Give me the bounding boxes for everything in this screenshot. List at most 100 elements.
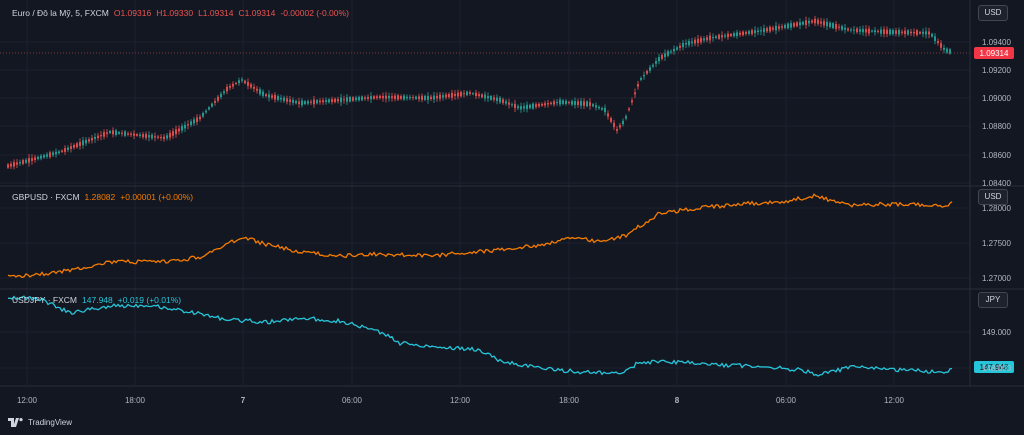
candle-body bbox=[550, 102, 552, 104]
candle-body bbox=[412, 97, 414, 99]
candle-body bbox=[823, 21, 825, 26]
candle-body bbox=[613, 122, 615, 128]
candle-body bbox=[916, 30, 918, 36]
candle-body bbox=[82, 140, 84, 146]
candle-body bbox=[187, 124, 189, 126]
tradingview-logo[interactable]: TradingView bbox=[8, 418, 72, 427]
candle-body bbox=[535, 104, 537, 107]
candle-body bbox=[124, 131, 126, 136]
time-tick-label: 7 bbox=[241, 396, 246, 405]
candle-body bbox=[253, 86, 255, 89]
candle-body bbox=[727, 33, 729, 38]
candle-body bbox=[814, 18, 816, 24]
candle-body bbox=[943, 47, 945, 50]
usdjpy-currency-button[interactable]: JPY bbox=[978, 292, 1008, 308]
candle-body bbox=[898, 29, 900, 35]
candle-body bbox=[463, 93, 465, 95]
candle-body bbox=[289, 99, 291, 102]
eurusd-open: O1.09316 bbox=[113, 8, 152, 18]
candle-body bbox=[562, 100, 564, 104]
usdjpy-line bbox=[7, 295, 953, 377]
eurusd-high: H1.09330 bbox=[156, 8, 194, 18]
candle-body bbox=[355, 97, 357, 101]
candle-body bbox=[52, 152, 54, 156]
candle-body bbox=[628, 108, 630, 111]
last-price-badge bbox=[974, 47, 1014, 59]
usdjpy-last-price-text: 147.948 bbox=[980, 363, 1009, 372]
candle-body bbox=[877, 30, 879, 32]
candle-body bbox=[868, 28, 870, 34]
candle-body bbox=[808, 20, 810, 24]
candle-body bbox=[217, 96, 219, 101]
candle-body bbox=[13, 162, 15, 167]
candle-body bbox=[859, 29, 861, 32]
candle-body bbox=[523, 106, 525, 109]
candle-body bbox=[445, 94, 447, 98]
candle-body bbox=[196, 117, 198, 122]
candle-body bbox=[16, 162, 18, 165]
candle-body bbox=[274, 94, 276, 100]
candle-body bbox=[706, 37, 708, 41]
eurusd-legend[interactable]: Euro / Đô la Mỹ, 5, FXCM O1.09316 H1.09330… bbox=[12, 8, 354, 18]
candle-body bbox=[184, 124, 186, 129]
candle-body bbox=[244, 80, 246, 84]
candle-body bbox=[853, 29, 855, 31]
candle-body bbox=[541, 103, 543, 106]
candle-body bbox=[901, 31, 903, 33]
gbpusd-legend[interactable]: GBPUSD · FXCM 1.28082 +0.00001 (+0.00%) bbox=[12, 192, 198, 202]
candle-body bbox=[424, 95, 426, 100]
eurusd-close: C1.09314 bbox=[238, 8, 276, 18]
candle-body bbox=[619, 125, 621, 128]
candle-body bbox=[643, 74, 645, 77]
candle-body bbox=[586, 101, 588, 107]
candle-body bbox=[58, 151, 60, 154]
candle-body bbox=[508, 102, 510, 105]
candle-body bbox=[73, 145, 75, 148]
candle-body bbox=[511, 104, 513, 106]
gbpusd-currency-button[interactable]: USD bbox=[978, 189, 1008, 205]
candle-body bbox=[193, 119, 195, 124]
candle-body bbox=[178, 128, 180, 132]
candle-body bbox=[430, 96, 432, 99]
candle-body bbox=[913, 31, 915, 34]
candle-body bbox=[826, 21, 828, 27]
candle-body bbox=[346, 97, 348, 102]
candle-body bbox=[580, 101, 582, 106]
candle-body bbox=[487, 96, 489, 99]
candle-body bbox=[850, 29, 852, 31]
candle-body bbox=[34, 157, 36, 161]
gbpusd-line bbox=[7, 193, 953, 279]
time-axis[interactable]: 12:00 18:00 7 06:00 12:00 18:00 8 06:00 12:00 bbox=[17, 396, 905, 405]
candle-body bbox=[532, 103, 534, 109]
candle-body bbox=[448, 94, 450, 98]
price-tick-label: 1.09000 bbox=[982, 94, 1011, 103]
candle-body bbox=[37, 156, 39, 159]
gbpusd-change: +0.00001 (+0.00%) bbox=[120, 192, 194, 202]
usdjpy-legend[interactable]: USDJPY · FXCM 147.948 +0.019 (+0.01%) bbox=[12, 295, 186, 305]
candle-body bbox=[292, 99, 294, 103]
candle-body bbox=[298, 101, 300, 105]
candle-body bbox=[28, 157, 30, 163]
candle-body bbox=[97, 135, 99, 139]
candle-body bbox=[910, 31, 912, 34]
candle-body bbox=[472, 93, 474, 95]
candle-body bbox=[559, 99, 561, 105]
eurusd-currency-button[interactable]: USD bbox=[978, 5, 1008, 21]
candle-body bbox=[364, 97, 366, 99]
candle-body bbox=[931, 33, 933, 37]
candle-body bbox=[169, 132, 171, 138]
candle-body bbox=[247, 81, 249, 86]
candle-body bbox=[757, 30, 759, 33]
time-tick-label: 18:00 bbox=[125, 396, 146, 405]
candle-body bbox=[31, 158, 33, 161]
candle-body bbox=[520, 106, 522, 110]
price-axis[interactable]: 1.09400 1.09200 1.09000 1.08800 1.08600 1.084… bbox=[982, 38, 1011, 373]
candle-body bbox=[625, 116, 627, 119]
candle-body bbox=[358, 96, 360, 101]
candle-body bbox=[841, 26, 843, 30]
candle-body bbox=[391, 96, 393, 99]
candle-body bbox=[724, 35, 726, 37]
candle-body bbox=[331, 99, 333, 103]
candle-body bbox=[478, 94, 480, 97]
